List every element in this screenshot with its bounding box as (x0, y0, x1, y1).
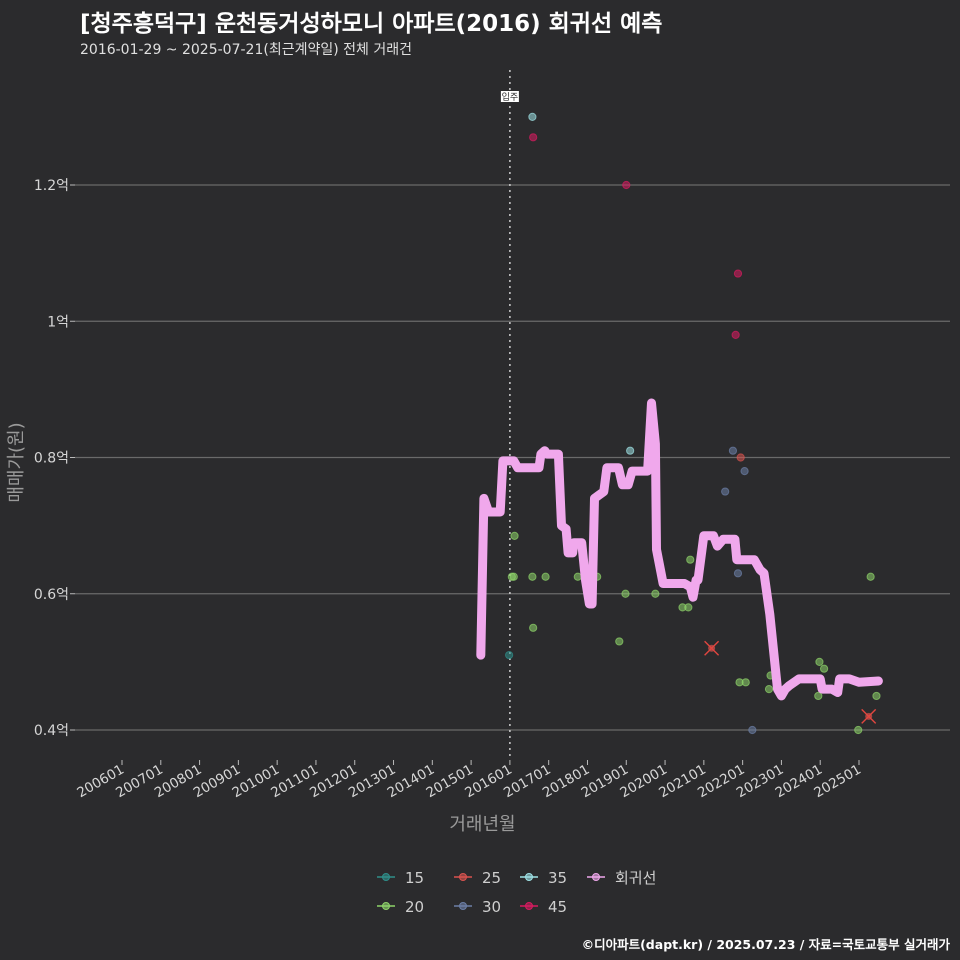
data-point-20 (686, 555, 695, 564)
data-point-45 (731, 330, 740, 339)
legend-label: 15 (405, 869, 424, 887)
data-point-20 (815, 657, 824, 666)
legend-swatch-dot (382, 902, 390, 910)
legend-swatch-dot (525, 873, 533, 881)
legend-swatch-dot (459, 902, 467, 910)
data-point-35 (528, 112, 537, 121)
y-tick-label: 1.2억 (34, 178, 69, 194)
legend-item-15: 15 (377, 869, 424, 887)
data-point-45 (733, 269, 743, 278)
reference-label-bg (500, 91, 519, 102)
page-title: [청주흥덕구] 운천동거성하모니 아파트(2016) 회귀선 예측 (80, 11, 663, 37)
data-point-35 (626, 446, 635, 455)
data-point-20 (814, 691, 823, 701)
data-point-20 (684, 603, 693, 612)
data-point-20 (615, 637, 624, 646)
data-point-25 (736, 453, 745, 462)
data-point-20 (741, 678, 750, 687)
page-subtitle: 2016-01-29 ~ 2025-07-21(최근계약일) 전체 거래건 (80, 42, 412, 58)
data-point-20 (764, 685, 774, 694)
data-point-20 (621, 589, 630, 598)
legend-item-20: 20 (377, 898, 424, 916)
data-point-20 (872, 691, 881, 701)
data-point-15 (505, 650, 514, 660)
x-axis-title: 거래년월 (449, 814, 515, 835)
credit-text: ©디아파트(dapt.kr) / 2025.07.23 / 자료=국토교통부 실… (581, 937, 950, 952)
x-marker-stroke (704, 640, 720, 656)
legend-item-회귀선: 회귀선 (587, 869, 656, 887)
data-point-45 (529, 133, 538, 142)
data-point-20 (819, 664, 829, 673)
legend-item-30: 30 (454, 898, 501, 916)
y-axis-title: 매매가(원) (6, 422, 27, 502)
data-point-20 (651, 589, 660, 598)
legend-label: 회귀선 (615, 869, 656, 887)
data-point-30 (748, 725, 757, 735)
legend-label: 20 (405, 898, 424, 916)
data-point-30 (728, 446, 738, 455)
data-point-20 (510, 531, 519, 540)
data-point-45 (622, 180, 631, 190)
legend-item-25: 25 (454, 869, 501, 887)
data-point-20 (854, 725, 863, 735)
data-point-30 (733, 569, 743, 578)
grid-lines (75, 184, 950, 731)
legend-swatch-dot (459, 873, 467, 881)
legend-item-45: 45 (520, 898, 567, 916)
x-marker-stroke (861, 708, 877, 724)
data-point-20 (509, 572, 518, 581)
y-tick-label: 0.8억 (34, 451, 69, 467)
reference-label: 입주 (502, 91, 519, 103)
y-tick-label: 1억 (47, 314, 69, 330)
regression-line (476, 398, 883, 701)
data-point-20 (541, 572, 550, 581)
legend-swatch-dot (592, 873, 600, 881)
legend-label: 30 (482, 898, 501, 916)
legend-label: 35 (548, 869, 567, 887)
scatter-points (505, 112, 881, 735)
data-point-20 (866, 572, 875, 581)
legend-item-35: 35 (520, 869, 567, 887)
data-point-20 (529, 623, 538, 632)
legend: 15 20 25 30 35 45 회귀선 (377, 869, 656, 916)
y-tick-label: 0.4억 (34, 723, 69, 739)
regression-group (476, 398, 883, 701)
data-point-30 (740, 467, 749, 476)
data-point-20 (528, 572, 537, 581)
legend-swatch-dot (382, 873, 390, 881)
reference-line-group: 입주 (500, 70, 519, 760)
x-marker (861, 708, 877, 724)
x-marker (704, 640, 720, 656)
legend-swatch-dot (525, 902, 533, 910)
y-tick-label: 0.6억 (34, 587, 69, 603)
data-point-30 (721, 487, 730, 496)
legend-label: 25 (482, 869, 501, 887)
data-point-20 (573, 572, 582, 581)
legend-label: 45 (548, 898, 567, 916)
